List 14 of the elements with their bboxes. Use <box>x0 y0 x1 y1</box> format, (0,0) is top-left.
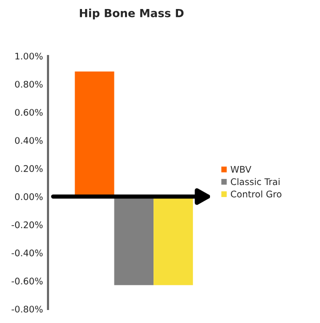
y-tick-label: 0.20% <box>15 165 43 172</box>
y-tick-label: -0.60% <box>12 278 43 284</box>
y-tick-label: 0.80% <box>15 80 43 88</box>
legend-label: WBV <box>230 166 252 173</box>
legend-label: Control Gro <box>230 190 282 198</box>
y-tick-label: 1.00% <box>15 52 43 60</box>
y-tick-label: 0.00% <box>15 193 43 200</box>
y-tick-label: -0.20% <box>12 221 43 228</box>
chart-title: Hip Bone Mass D <box>80 8 184 20</box>
legend-label: Classic Trai <box>230 178 280 186</box>
y-tick-label: 0.40% <box>15 137 43 144</box>
y-tick-label: -0.40% <box>12 250 43 256</box>
y-tick-label: -0.80% <box>12 306 43 313</box>
y-tick-label: 0.60% <box>15 108 43 116</box>
